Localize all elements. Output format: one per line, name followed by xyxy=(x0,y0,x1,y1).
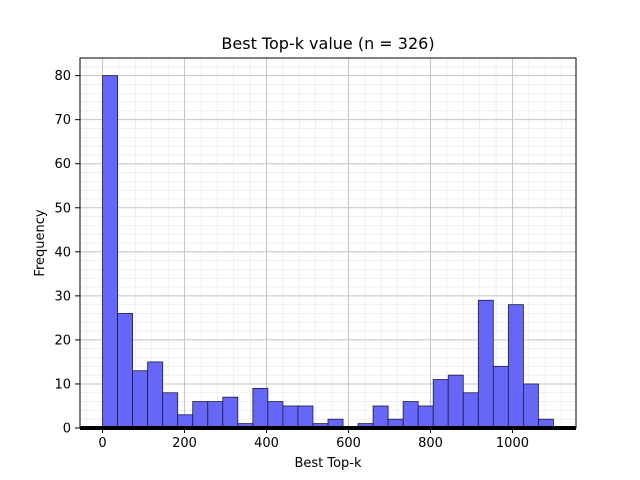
x-tick-label: 400 xyxy=(254,436,279,451)
x-tick-label: 0 xyxy=(98,436,106,451)
histogram-bar xyxy=(282,405,299,429)
histogram-bar xyxy=(447,374,464,429)
histogram-bar xyxy=(462,392,479,429)
histogram-bar xyxy=(207,401,224,429)
x-axis-label: Best Top-k xyxy=(294,456,362,471)
histogram-bar xyxy=(267,401,284,429)
histogram-bar xyxy=(162,392,179,429)
y-axis-label: Frequency xyxy=(33,209,48,276)
histogram-bar xyxy=(492,365,509,429)
histogram-bar xyxy=(222,396,239,429)
histogram-bar xyxy=(132,370,149,429)
y-tick-label: 50 xyxy=(54,201,71,216)
y-tick-label: 10 xyxy=(54,377,71,392)
y-tick-label: 60 xyxy=(54,157,71,172)
x-tick-label: 800 xyxy=(418,436,443,451)
histogram-bar xyxy=(192,401,209,429)
histogram-bar xyxy=(507,304,524,429)
histogram-bar xyxy=(523,383,539,429)
y-tick-label: 80 xyxy=(54,69,71,84)
y-tick-label: 30 xyxy=(54,289,71,304)
x-tick-label: 1000 xyxy=(496,436,529,451)
histogram-bar xyxy=(372,405,389,429)
histogram-bar xyxy=(102,75,118,429)
bars-group xyxy=(102,75,554,429)
histogram-bar xyxy=(477,299,494,429)
x-tick-label: 200 xyxy=(172,436,197,451)
y-tick-label: 70 xyxy=(54,113,71,128)
ticks-group: 0 200 400 600 800 1000 0 10 20 30 40 50 60 70 80 xyxy=(54,69,529,451)
histogram-bar xyxy=(432,379,449,429)
x-tick-label: 600 xyxy=(336,436,361,451)
histogram-bar xyxy=(402,401,419,429)
histogram-bar xyxy=(147,361,164,429)
histogram-bar xyxy=(417,405,434,429)
histogram-bar xyxy=(297,405,314,429)
histogram-bar xyxy=(117,313,133,429)
histogram-bar xyxy=(252,387,269,429)
chart-title: Best Top-k value (n = 326) xyxy=(221,34,434,53)
y-tick-label: 20 xyxy=(54,333,71,348)
y-tick-label: 0 xyxy=(63,422,71,437)
y-tick-label: 40 xyxy=(54,245,71,260)
